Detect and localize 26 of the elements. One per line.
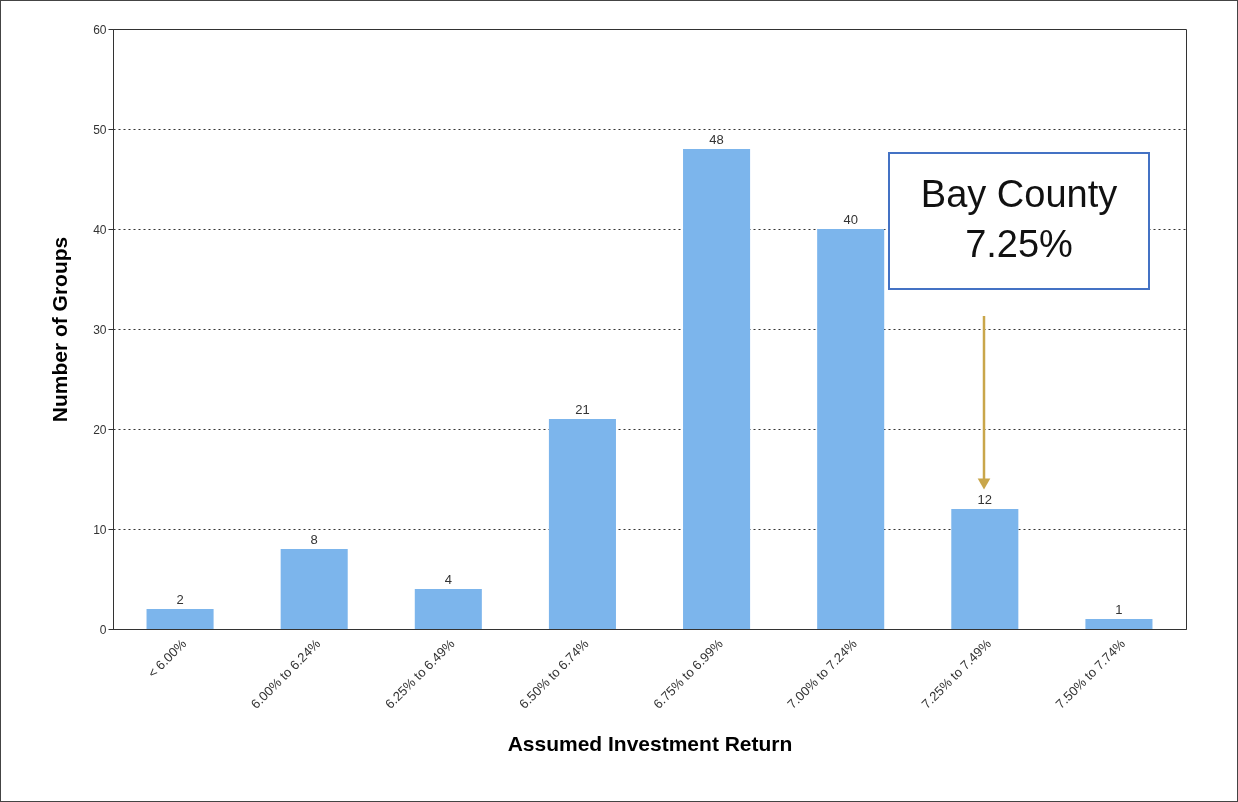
data-label: 1 (1115, 602, 1123, 617)
data-label: 8 (310, 532, 318, 547)
data-label: 2 (176, 592, 184, 607)
y-tick-label: 40 (93, 222, 107, 237)
bar (146, 609, 214, 629)
data-label: 12 (977, 492, 993, 507)
y-tick-label: 30 (93, 322, 107, 337)
bar (817, 229, 885, 629)
bar (951, 509, 1019, 629)
y-axis-title: Number of Groups (48, 236, 72, 423)
data-label: 48 (709, 132, 724, 147)
bar (683, 149, 751, 629)
y-tick-label: 20 (93, 422, 107, 437)
data-label: 40 (843, 212, 858, 227)
y-tick-label: 0 (99, 622, 107, 637)
y-tick-label: 10 (93, 522, 107, 537)
annotation: Bay County 7.25% (920, 173, 1118, 265)
x-axis-title: Assumed Investment Return (507, 731, 793, 755)
bar (1085, 619, 1153, 629)
y-tick-label: 60 (93, 22, 107, 37)
bar (414, 589, 482, 629)
bar (280, 549, 348, 629)
bar (548, 419, 616, 629)
data-label: 4 (444, 572, 452, 587)
y-tick-label: 50 (93, 122, 107, 137)
data-label: 21 (575, 402, 590, 417)
